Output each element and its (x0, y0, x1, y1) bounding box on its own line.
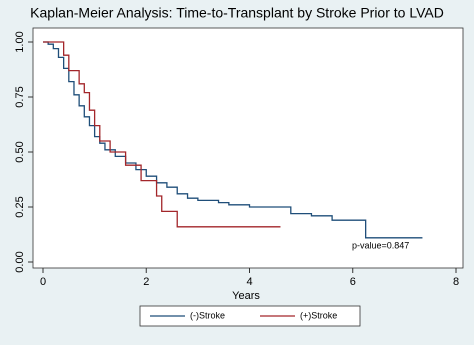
survival-curve (43, 41, 423, 239)
x-tick-label: 2 (143, 276, 149, 288)
x-tick-label: 0 (40, 276, 46, 288)
plot-area (32, 27, 464, 269)
legend-label: (+)Stroke (300, 310, 337, 320)
legend-label: (-)Stroke (190, 310, 225, 320)
x-tick-label: 4 (246, 276, 252, 288)
x-tick-label: 8 (453, 276, 459, 288)
y-tick-label: 0.00 (14, 251, 26, 272)
y-tick-label: 1.00 (14, 31, 26, 52)
legend (139, 305, 361, 327)
x-tick-label: 6 (350, 276, 356, 288)
chart-title: Kaplan-Meier Analysis: Time-to-Transplan… (30, 5, 444, 21)
y-tick-label: 0.25 (14, 196, 26, 217)
y-tick-label: 0.50 (14, 141, 26, 162)
survival-curve (43, 41, 281, 228)
x-axis-label: Years (232, 290, 260, 302)
annotation: p-value=0.847 (352, 240, 409, 250)
y-tick-label: 0.75 (14, 86, 26, 107)
